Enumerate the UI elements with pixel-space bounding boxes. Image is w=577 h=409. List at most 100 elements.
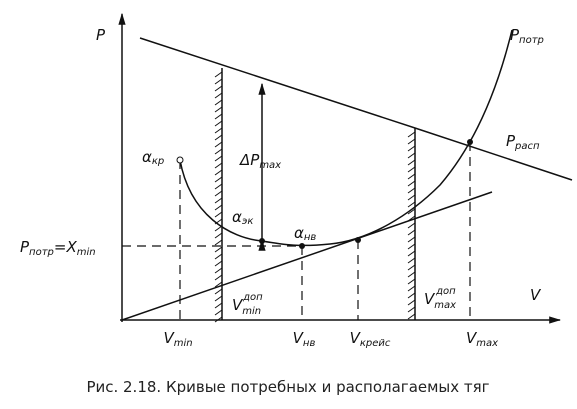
hatch [214,141,223,148]
hatch [214,85,223,92]
hatch [214,92,223,99]
hatch [407,173,416,180]
hatch [214,302,223,309]
t: V [424,290,436,308]
hatch [407,208,416,215]
hatch [407,236,416,243]
hatch [214,316,223,323]
hatch [407,159,416,166]
vmin-dop: Vmin доп [232,292,263,317]
hatch [407,187,416,194]
caption: Рис. 2.18. Кривые потребных и располагае… [86,378,489,396]
limit-lines [214,68,416,323]
hatch [214,120,223,127]
hatch [407,166,416,173]
t: α [142,148,152,166]
hatch [407,285,416,292]
hatch [214,148,223,155]
t: V [293,329,305,347]
y-axis-label: P [96,26,106,44]
hatch [214,204,223,211]
t: потр [519,35,544,46]
hatch [407,180,416,187]
hatch [214,260,223,267]
speed-label: Vкрейс [350,329,391,349]
hatch [214,267,223,274]
hatch [214,232,223,239]
t: V [232,296,244,314]
hatch [214,274,223,281]
hatch [214,197,223,204]
tangent-line [121,191,493,321]
t: потр [29,247,54,258]
x-axis-label: V [530,286,542,304]
t: min [77,247,96,258]
hatch [214,71,223,78]
delta-label: ΔPmax [239,151,281,171]
hatch [214,190,223,197]
hatch [407,145,416,152]
hatch [214,127,223,134]
t: доп [435,286,456,297]
t: доп [242,292,263,303]
hatch [407,131,416,138]
required-curve [179,29,513,247]
t: V [466,329,478,347]
t: min [242,306,261,317]
hatch [214,176,223,183]
alpha-cr: αкр [142,148,164,167]
hatch [214,218,223,225]
hatch [214,295,223,302]
hatch [407,229,416,236]
hatch [214,155,223,162]
hatch [407,278,416,285]
hatch [407,152,416,159]
t: нв [303,338,316,349]
hatch [214,309,223,316]
vmax-dop: Vmax доп [424,286,456,311]
t: крейс [360,338,391,349]
hatch [214,225,223,232]
dashed-guides [122,142,471,320]
t: V [350,329,362,347]
hatch [407,194,416,201]
t: расп [514,141,540,152]
t: P [20,238,30,256]
hatch [214,162,223,169]
hatch [214,113,223,120]
speed-labels: Vmin Vнв Vкрейс Vmax [163,329,498,349]
hatch [407,306,416,313]
hatch [407,215,416,222]
hatch [214,78,223,85]
hatch [214,253,223,260]
hatch [407,250,416,257]
hatch [214,288,223,295]
t: max [434,300,456,311]
t: max [476,338,498,349]
t: P [510,26,520,44]
hatch [214,99,223,106]
hatch [214,106,223,113]
hatch [214,246,223,253]
hatch [407,138,416,145]
hatch [407,264,416,271]
available-curve [139,37,573,181]
hatch [407,271,416,278]
t: P [506,132,516,150]
hatch [407,243,416,250]
t: ΔP [239,151,260,169]
hatch [214,183,223,190]
speed-label: Vmax [466,329,498,349]
hatch [214,134,223,141]
t: эк [242,216,254,227]
level-label: Pпотр=Xmin [20,238,96,258]
t: кр [152,156,164,167]
hatch [214,211,223,218]
required-label: Pпотр [510,26,544,46]
t: α [232,208,242,226]
hatch [407,201,416,208]
hatch [407,299,416,306]
t: =X [54,238,78,256]
t: min [174,338,193,349]
